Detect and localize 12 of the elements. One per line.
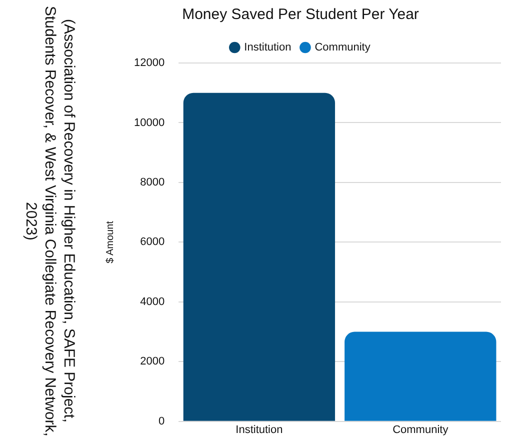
y-tick-label: 6000 [140,236,165,248]
y-tick-label: 12000 [134,57,165,70]
y-tick-label: 4000 [140,296,165,308]
text: (Association of Recovery in Higher Education, SAFE Project, Students Recover, & West Virginia Collegiate Recovery Network, 2023) [22,4,78,438]
chart-title: Money Saved Per Student Per Year [182,6,419,24]
y-tick-label: 0 [158,415,165,428]
y-axis-title: $ Amount [104,220,116,264]
y-tick-label: 8000 [140,176,165,188]
y-tick-label: 10000 [134,116,165,129]
legend-label: Institution [244,42,292,54]
y-tick-label: 2000 [140,356,165,368]
legend-label: Community [314,42,371,54]
